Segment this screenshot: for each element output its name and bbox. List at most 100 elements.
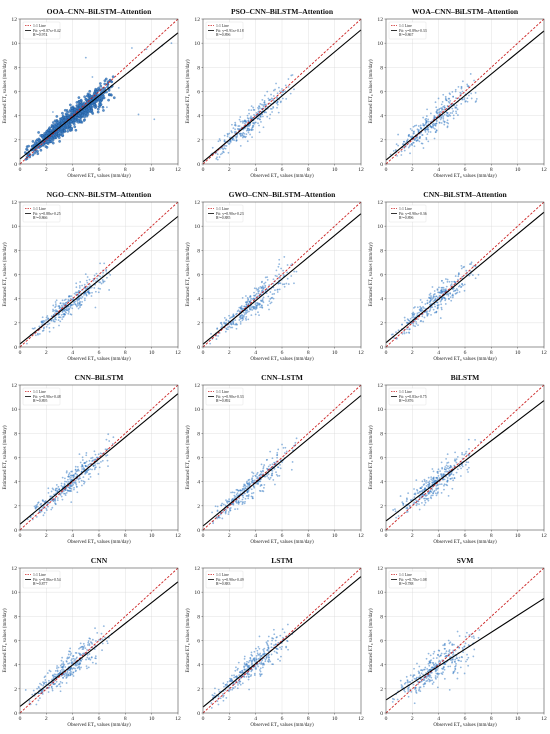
fit-line xyxy=(385,211,545,344)
data-point xyxy=(435,310,438,313)
legend-label-fit: Fit: y=0.89x+0.33 xyxy=(399,29,427,33)
data-point xyxy=(241,307,244,310)
data-point xyxy=(37,699,40,702)
tick-label-y: 8 xyxy=(380,248,383,254)
data-point xyxy=(245,319,248,321)
data-point xyxy=(79,652,81,655)
data-point xyxy=(276,456,279,459)
data-point xyxy=(275,82,277,85)
data-point xyxy=(444,470,446,473)
data-point xyxy=(438,649,441,652)
tick-label-x: 4 xyxy=(71,533,74,539)
tick-label-x: 0 xyxy=(385,167,388,173)
data-point xyxy=(246,482,249,485)
data-point xyxy=(291,461,294,463)
data-point xyxy=(239,671,241,674)
data-point xyxy=(59,306,61,309)
data-point xyxy=(239,315,242,318)
data-point xyxy=(82,476,85,479)
data-point xyxy=(52,319,55,321)
data-point xyxy=(45,507,48,510)
data-point xyxy=(246,311,249,313)
legend-label-one-to-one: 1:1 Line xyxy=(33,24,46,28)
data-point xyxy=(247,120,250,122)
data-point xyxy=(50,490,53,493)
data-point xyxy=(237,503,240,505)
data-point xyxy=(281,88,283,90)
data-point xyxy=(84,273,87,276)
data-point xyxy=(100,460,102,463)
data-point xyxy=(272,99,275,102)
data-point xyxy=(434,676,437,679)
data-point xyxy=(256,471,259,474)
data-point xyxy=(265,111,268,114)
data-point xyxy=(56,489,59,492)
x-axis-label: Observed ET₀ values (mm/day) xyxy=(250,723,314,728)
tick-label-y: 8 xyxy=(14,431,17,437)
data-point xyxy=(58,305,61,307)
data-point xyxy=(56,310,59,313)
data-point xyxy=(74,479,77,482)
data-point xyxy=(78,668,81,671)
data-point xyxy=(451,107,454,110)
data-point xyxy=(473,79,475,82)
data-point xyxy=(106,454,109,457)
data-point xyxy=(395,516,398,519)
data-point xyxy=(418,508,421,511)
data-point xyxy=(47,505,49,508)
data-point xyxy=(464,463,467,466)
data-point xyxy=(70,106,74,110)
data-point xyxy=(241,494,244,497)
data-point xyxy=(449,112,452,114)
data-point xyxy=(276,475,279,477)
fit-line xyxy=(385,400,545,522)
data-point xyxy=(284,446,287,449)
data-point xyxy=(423,489,425,491)
data-point xyxy=(78,112,82,115)
data-point xyxy=(222,699,225,702)
data-point xyxy=(455,288,458,290)
data-point xyxy=(467,454,470,457)
tick-label-x: 6 xyxy=(98,167,101,173)
data-point xyxy=(278,263,281,266)
data-point xyxy=(417,130,420,133)
tick-label-y: 10 xyxy=(11,224,17,230)
data-point xyxy=(239,492,242,495)
data-point xyxy=(253,307,255,310)
data-point xyxy=(76,120,80,124)
data-point xyxy=(286,277,289,280)
data-point xyxy=(271,111,273,113)
data-point xyxy=(82,119,86,122)
data-point xyxy=(253,113,255,116)
data-point xyxy=(59,316,62,319)
data-point xyxy=(431,286,434,288)
data-point xyxy=(478,629,481,631)
data-point xyxy=(401,501,404,504)
data-point xyxy=(455,110,457,113)
data-point xyxy=(409,317,412,320)
data-point xyxy=(66,111,69,114)
data-point xyxy=(91,638,94,641)
data-point xyxy=(440,483,443,486)
legend-label-r2: R²=0.895 xyxy=(33,399,47,403)
tick-label-x: 0 xyxy=(202,716,205,722)
data-point xyxy=(278,86,280,89)
data-point xyxy=(396,154,398,157)
x-axis-label: Observed ET₀ values (mm/day) xyxy=(433,540,497,545)
data-point xyxy=(89,648,91,651)
data-point xyxy=(81,658,84,661)
data-point xyxy=(425,495,427,498)
data-point xyxy=(421,315,424,318)
data-point xyxy=(454,275,457,277)
data-point xyxy=(108,289,111,291)
data-point xyxy=(428,484,430,487)
data-point xyxy=(52,674,54,677)
tick-label-y: 8 xyxy=(14,248,17,254)
data-point xyxy=(70,501,73,503)
data-point xyxy=(67,312,70,315)
data-point xyxy=(227,133,229,136)
fit-line xyxy=(385,30,545,161)
data-point-outlier xyxy=(108,88,111,90)
data-point xyxy=(262,126,265,129)
panel-title: CNN–BiLSTM xyxy=(75,373,124,382)
